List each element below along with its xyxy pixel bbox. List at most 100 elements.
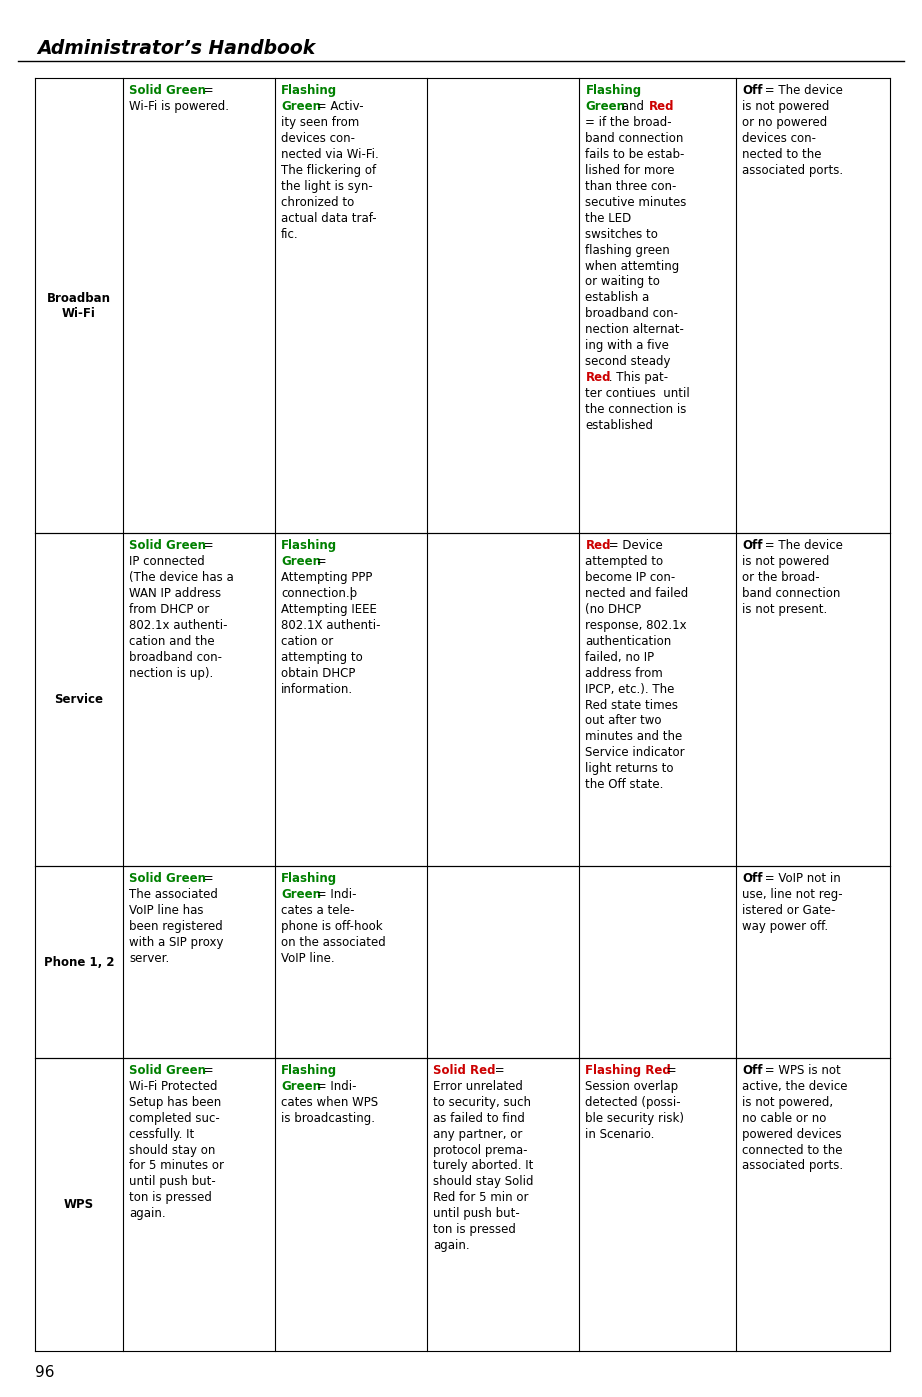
Text: = Indi-: = Indi- [313, 1080, 357, 1092]
Text: until push but-: until push but- [129, 1175, 216, 1189]
Text: Green: Green [281, 555, 321, 569]
Text: attempted to: attempted to [585, 555, 664, 569]
Text: Off: Off [742, 84, 762, 98]
Text: The associated: The associated [129, 888, 218, 901]
Text: the connection is: the connection is [585, 402, 687, 416]
Text: no cable or no: no cable or no [742, 1112, 826, 1125]
Text: Green: Green [281, 1080, 321, 1092]
Text: = Activ-: = Activ- [313, 101, 364, 113]
Text: . This pat-: . This pat- [605, 372, 668, 384]
Text: IP connected: IP connected [129, 555, 205, 569]
Text: as failed to find: as failed to find [433, 1112, 526, 1125]
Text: to security, such: to security, such [433, 1095, 531, 1109]
Text: Administrator’s Handbook: Administrator’s Handbook [37, 39, 315, 59]
Text: VoIP line.: VoIP line. [281, 953, 335, 965]
Text: completed suc-: completed suc- [129, 1112, 219, 1125]
Text: until push but-: until push but- [433, 1207, 520, 1221]
Text: ing with a five: ing with a five [585, 339, 669, 352]
Text: failed, no IP: failed, no IP [585, 651, 655, 664]
Text: Service indicator: Service indicator [585, 746, 685, 760]
Text: minutes and the: minutes and the [585, 731, 682, 743]
Text: Solid Red: Solid Red [433, 1065, 496, 1077]
Text: broadband con-: broadband con- [129, 651, 222, 664]
Text: =: = [200, 1065, 214, 1077]
Text: Flashing Red: Flashing Red [585, 1065, 671, 1077]
Text: establish a: establish a [585, 292, 650, 305]
Text: established: established [585, 419, 654, 432]
Text: address from: address from [585, 666, 663, 680]
Text: 802.1x authenti-: 802.1x authenti- [129, 619, 228, 631]
Text: the Off state.: the Off state. [585, 778, 664, 791]
Text: ton is pressed: ton is pressed [129, 1192, 212, 1204]
Text: Solid Green: Solid Green [129, 539, 207, 552]
Text: again.: again. [129, 1207, 166, 1221]
Text: Red: Red [585, 372, 611, 384]
Text: authentication: authentication [585, 634, 672, 648]
Text: The flickering of: The flickering of [281, 163, 376, 177]
Text: devices con-: devices con- [281, 133, 355, 145]
Text: Broadban
Wi-Fi: Broadban Wi-Fi [47, 292, 111, 320]
Text: Service: Service [54, 693, 103, 707]
Text: out after two: out after two [585, 714, 662, 728]
Text: devices con-: devices con- [742, 133, 816, 145]
Text: Attempting IEEE: Attempting IEEE [281, 604, 377, 616]
Text: Off: Off [742, 872, 762, 886]
Text: band connection: band connection [742, 587, 840, 599]
Text: Solid Green: Solid Green [129, 84, 207, 98]
Text: than three con-: than three con- [585, 180, 677, 193]
Text: nection is up).: nection is up). [129, 666, 213, 680]
Text: ble security risk): ble security risk) [585, 1112, 684, 1125]
Text: is not powered,: is not powered, [742, 1095, 833, 1109]
Text: 802.1X authenti-: 802.1X authenti- [281, 619, 381, 631]
Text: Wi-Fi is powered.: Wi-Fi is powered. [129, 101, 229, 113]
Text: WPS: WPS [64, 1197, 94, 1211]
Text: fails to be estab-: fails to be estab- [585, 148, 685, 161]
Text: cation and the: cation and the [129, 634, 215, 648]
Text: response, 802.1x: response, 802.1x [585, 619, 687, 631]
Text: detected (possi-: detected (possi- [585, 1095, 681, 1109]
Text: obtain DHCP: obtain DHCP [281, 666, 356, 680]
Text: Flashing: Flashing [281, 539, 337, 552]
Text: Solid Green: Solid Green [129, 1065, 207, 1077]
Text: for 5 minutes or: for 5 minutes or [129, 1160, 224, 1172]
Text: = The device: = The device [762, 84, 843, 98]
Text: swsitches to: swsitches to [585, 228, 658, 240]
Text: IPCP, etc.). The: IPCP, etc.). The [585, 683, 675, 696]
Text: way power off.: way power off. [742, 921, 828, 933]
Text: =: = [663, 1065, 677, 1077]
Text: = Indi-: = Indi- [313, 888, 357, 901]
Text: broadband con-: broadband con- [585, 307, 679, 320]
Text: Error unrelated: Error unrelated [433, 1080, 523, 1092]
Text: from DHCP or: from DHCP or [129, 604, 209, 616]
Text: ity seen from: ity seen from [281, 116, 360, 129]
Text: Off: Off [742, 1065, 762, 1077]
Text: nection alternat-: nection alternat- [585, 323, 684, 337]
Text: fic.: fic. [281, 228, 299, 240]
Text: Red state times: Red state times [585, 698, 679, 711]
Text: or no powered: or no powered [742, 116, 827, 129]
Text: powered devices: powered devices [742, 1127, 842, 1140]
Text: = Device: = Device [605, 539, 663, 552]
Text: phone is off-hook: phone is off-hook [281, 921, 383, 933]
Text: Wi-Fi Protected: Wi-Fi Protected [129, 1080, 218, 1092]
Text: light returns to: light returns to [585, 763, 674, 775]
Text: again.: again. [433, 1239, 470, 1252]
Text: Flashing: Flashing [281, 872, 337, 886]
Text: Setup has been: Setup has been [129, 1095, 221, 1109]
Text: =: = [313, 555, 327, 569]
Text: cates a tele-: cates a tele- [281, 904, 355, 918]
Text: = WPS is not: = WPS is not [762, 1065, 841, 1077]
Text: attempting to: attempting to [281, 651, 363, 664]
Text: =: = [491, 1065, 505, 1077]
Text: the light is syn-: the light is syn- [281, 180, 373, 193]
Text: ter contiues  until: ter contiues until [585, 387, 691, 400]
Text: nected and failed: nected and failed [585, 587, 689, 599]
Text: connection.þ: connection.þ [281, 587, 358, 599]
Text: protocol prema-: protocol prema- [433, 1144, 527, 1157]
Text: should stay Solid: should stay Solid [433, 1175, 534, 1189]
Text: chronized to: chronized to [281, 196, 354, 208]
Text: istered or Gate-: istered or Gate- [742, 904, 835, 918]
Text: Green: Green [281, 101, 321, 113]
Text: flashing green: flashing green [585, 243, 670, 257]
Text: WAN IP address: WAN IP address [129, 587, 221, 599]
